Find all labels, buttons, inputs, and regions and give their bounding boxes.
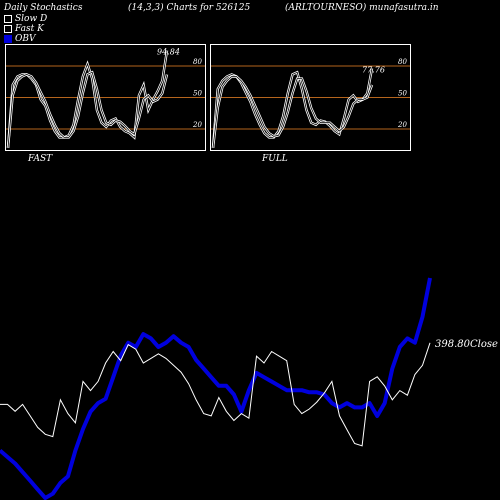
fast-tick-label-50: 50 xyxy=(193,90,202,98)
obv-line xyxy=(0,277,432,500)
close-price-line xyxy=(0,342,431,447)
legend-slow-d: Slow D xyxy=(4,14,47,24)
full-last-value: 77.76 xyxy=(362,65,385,74)
legend-label-fast-k: Fast K xyxy=(15,24,44,34)
price-series xyxy=(0,277,432,500)
full-reference-lines xyxy=(211,65,410,130)
full-series-d-outline xyxy=(211,75,374,149)
legend-swatch-fast-k xyxy=(4,24,12,33)
chart-params: (14,3,3) Charts for 526125 xyxy=(128,3,251,13)
fast-panel: 80 50 20 94.84 FAST xyxy=(5,44,206,164)
fast-tick-label-80: 80 xyxy=(193,58,202,66)
full-series xyxy=(211,68,374,149)
chart-source: (ARLTOURNESO) munafasutra.in xyxy=(285,3,439,13)
full-panel-label: FULL xyxy=(261,154,288,164)
legend-swatch-obv xyxy=(4,34,12,43)
full-tick-labels: 80 50 20 xyxy=(397,58,407,129)
fast-tick-labels: 80 50 20 xyxy=(192,58,202,129)
full-series-k-outline xyxy=(211,68,374,148)
fast-last-value: 94.84 xyxy=(157,47,180,56)
legend-swatch-slow-d xyxy=(4,14,12,23)
full-series-d xyxy=(212,76,373,148)
legend-label-obv: OBV xyxy=(15,34,36,44)
fast-panel-frame xyxy=(5,44,206,151)
price-panel: 398.80Close xyxy=(0,277,498,500)
fast-tick-label-20: 20 xyxy=(192,121,202,129)
full-panel: 80 50 20 77.76 FULL xyxy=(210,44,411,164)
full-tick-label-50: 50 xyxy=(398,90,407,98)
chart-title: Daily Stochastics xyxy=(4,3,83,13)
close-price-label: 398.80Close xyxy=(435,339,498,350)
full-series-k xyxy=(212,68,373,148)
legend-fast-k: Fast K xyxy=(4,24,44,34)
full-tick-label-80: 80 xyxy=(398,58,407,66)
close-price-value: 398.80 xyxy=(435,339,471,350)
full-tick-label-20: 20 xyxy=(397,121,407,129)
fast-series-fast-k xyxy=(7,50,168,148)
fast-panel-label: FAST xyxy=(27,154,53,164)
fast-series xyxy=(6,50,169,149)
fast-series-slow-d xyxy=(7,71,168,148)
legend-label-slow-d: Slow D xyxy=(15,14,48,24)
legend-obv: OBV xyxy=(4,34,36,44)
full-panel-frame xyxy=(210,44,411,151)
close-price-suffix: Close xyxy=(470,339,498,350)
